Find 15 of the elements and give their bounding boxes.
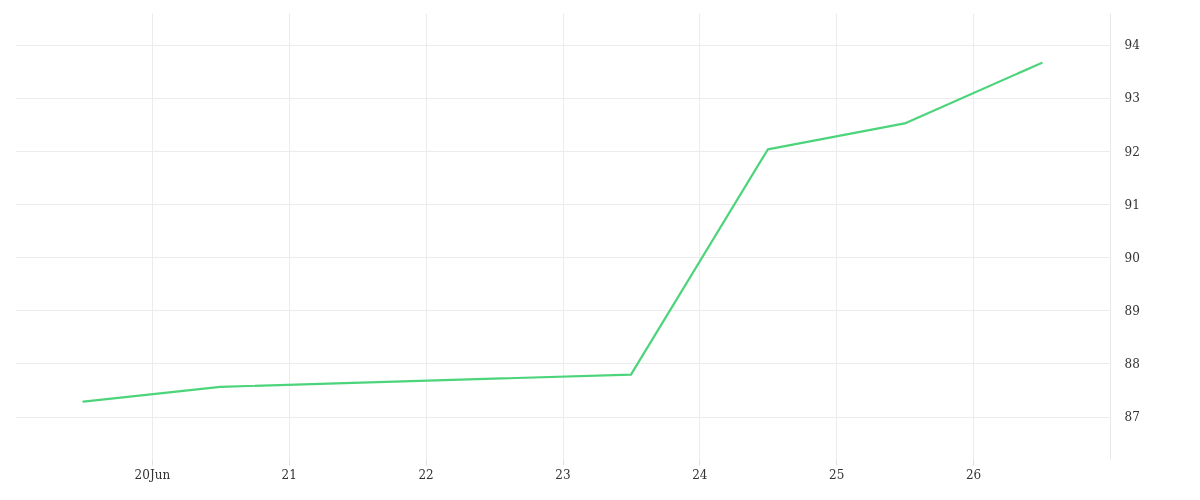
- x-tick-label: 20Jun: [134, 467, 171, 482]
- y-tick-label: 94: [1124, 38, 1141, 53]
- x-tick-label: 25: [829, 467, 845, 482]
- x-tick-label: 21: [281, 467, 297, 482]
- y-tick-label: 93: [1124, 91, 1140, 106]
- x-tick-label: 26: [965, 467, 982, 482]
- y-tick-label: 92: [1124, 144, 1140, 159]
- x-tick-label: 23: [555, 467, 571, 482]
- y-tick-label: 89: [1124, 303, 1140, 318]
- y-tick-label: 90: [1124, 250, 1140, 265]
- x-tick-label: 22: [418, 467, 434, 482]
- y-tick-label: 91: [1124, 197, 1140, 212]
- y-tick-label: 88: [1124, 356, 1140, 371]
- x-tick-label: 24: [692, 467, 708, 482]
- y-tick-label: 87: [1124, 410, 1140, 425]
